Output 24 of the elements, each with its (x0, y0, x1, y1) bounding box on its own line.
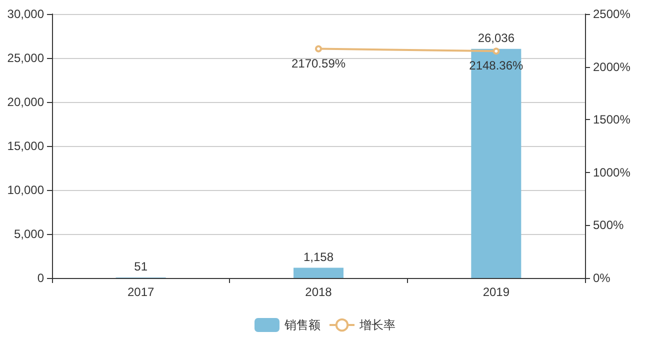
y-tick-label: 30,000 (7, 7, 44, 21)
x-tick-label: 2018 (305, 285, 332, 299)
x-tick-label: 2017 (127, 285, 155, 299)
y2-tick-label: 0% (593, 271, 611, 285)
data-label: 51 (134, 260, 148, 274)
legend-label: 销售额 (284, 318, 320, 332)
data-label: 26,036 (478, 30, 515, 45)
y-tick-label: 20,000 (7, 95, 44, 109)
y-tick-label: 15,000 (7, 139, 44, 153)
y-tick-label: 5,000 (14, 227, 44, 241)
y2-tick-label: 1000% (593, 165, 631, 180)
y2-tick-label: 2500% (593, 7, 631, 21)
data-label: 2170.59% (291, 56, 346, 70)
y2-tick-label: 2000% (593, 60, 631, 74)
bar (294, 268, 344, 278)
y-tick-label: 25,000 (7, 51, 44, 65)
y-tick-label: 10,000 (7, 183, 44, 197)
y2-tick-label: 500% (593, 218, 624, 232)
legend-label: 增长率 (358, 318, 396, 332)
x-tick-label: 2019 (482, 285, 510, 299)
y2-tick-label: 1500% (593, 112, 631, 127)
y-tick-label: 0 (37, 271, 44, 285)
data-label: 1,158 (303, 250, 334, 264)
bar (471, 48, 522, 278)
